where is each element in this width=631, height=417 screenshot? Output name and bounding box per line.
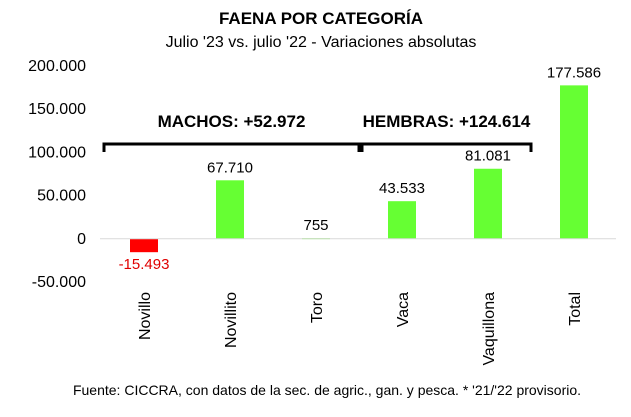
plot-area: -15.493 Novillo 67.710 Novillito 755 Toro 43.5… [100,64,616,366]
group-label: HEMBRAS: +124.614 [363,112,531,131]
group-bracket [360,142,533,152]
group-bracket [102,142,361,152]
data-label: 81.081 [465,148,511,165]
bar-vaca [388,201,416,239]
source-note: Fuente: CICCRA, con datos de la sec. de … [73,382,581,398]
y-axis: -50.000 0 50.000 100.000 150.000 200.000 [28,58,86,291]
x-tick-label: Novillo [137,292,154,340]
x-tick-label: Vaquillona [481,292,498,366]
x-tick-label: Total [567,292,584,326]
chart-title: FAENA POR CATEGORÍA [219,9,423,28]
y-tick-label: -50.000 [32,274,86,291]
bar-novillo [130,238,158,253]
group-label: MACHOS: +52.972 [158,112,306,131]
x-tick-label: Vaca [395,292,412,327]
x-tick-label: Toro [309,292,326,323]
y-tick-label: 50.000 [37,188,86,205]
y-tick-label: 150.000 [28,101,86,118]
data-label: 177.586 [547,64,601,81]
x-tick-label: Novillito [223,292,240,348]
bar-vaquillona [474,168,502,239]
y-tick-label: 100.000 [28,144,86,161]
chart-subtitle: Julio '23 vs. julio '22 - Variaciones ab… [166,34,477,51]
group-brackets: MACHOS: +52.972 HEMBRAS: +124.614 [102,112,533,152]
data-label: -15.493 [119,256,170,273]
data-label: 67.710 [207,159,253,176]
y-tick-label: 200.000 [28,58,86,75]
data-label: 43.533 [379,180,425,197]
data-label: 755 [303,217,328,234]
bar-novillito [216,180,244,239]
bar-total [560,85,588,239]
y-tick-label: 0 [77,231,86,248]
